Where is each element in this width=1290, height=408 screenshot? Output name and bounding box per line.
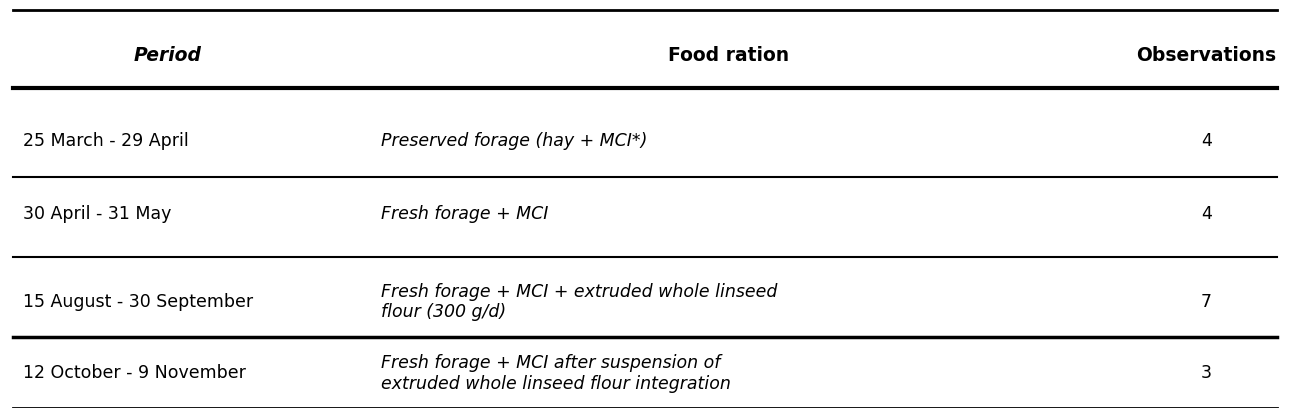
Text: Observations: Observations bbox=[1136, 46, 1276, 64]
Text: Fresh forage + MCI after suspension of
extruded whole linseed flour integration: Fresh forage + MCI after suspension of e… bbox=[381, 354, 730, 393]
Text: 30 April - 31 May: 30 April - 31 May bbox=[23, 205, 172, 223]
Text: 25 March - 29 April: 25 March - 29 April bbox=[23, 132, 188, 150]
Text: 15 August - 30 September: 15 August - 30 September bbox=[23, 293, 253, 311]
Text: 3: 3 bbox=[1201, 364, 1211, 382]
Text: 7: 7 bbox=[1201, 293, 1211, 311]
Text: 4: 4 bbox=[1201, 205, 1211, 223]
Text: Food ration: Food ration bbox=[668, 46, 789, 64]
Text: 12 October - 9 November: 12 October - 9 November bbox=[23, 364, 246, 382]
Text: Fresh forage + MCI: Fresh forage + MCI bbox=[381, 205, 548, 223]
Text: Period: Period bbox=[134, 46, 201, 64]
Text: Preserved forage (hay + MCI*): Preserved forage (hay + MCI*) bbox=[381, 132, 646, 150]
Text: Fresh forage + MCI + extruded whole linseed
flour (300 g/d): Fresh forage + MCI + extruded whole lins… bbox=[381, 282, 777, 322]
Text: 4: 4 bbox=[1201, 132, 1211, 150]
